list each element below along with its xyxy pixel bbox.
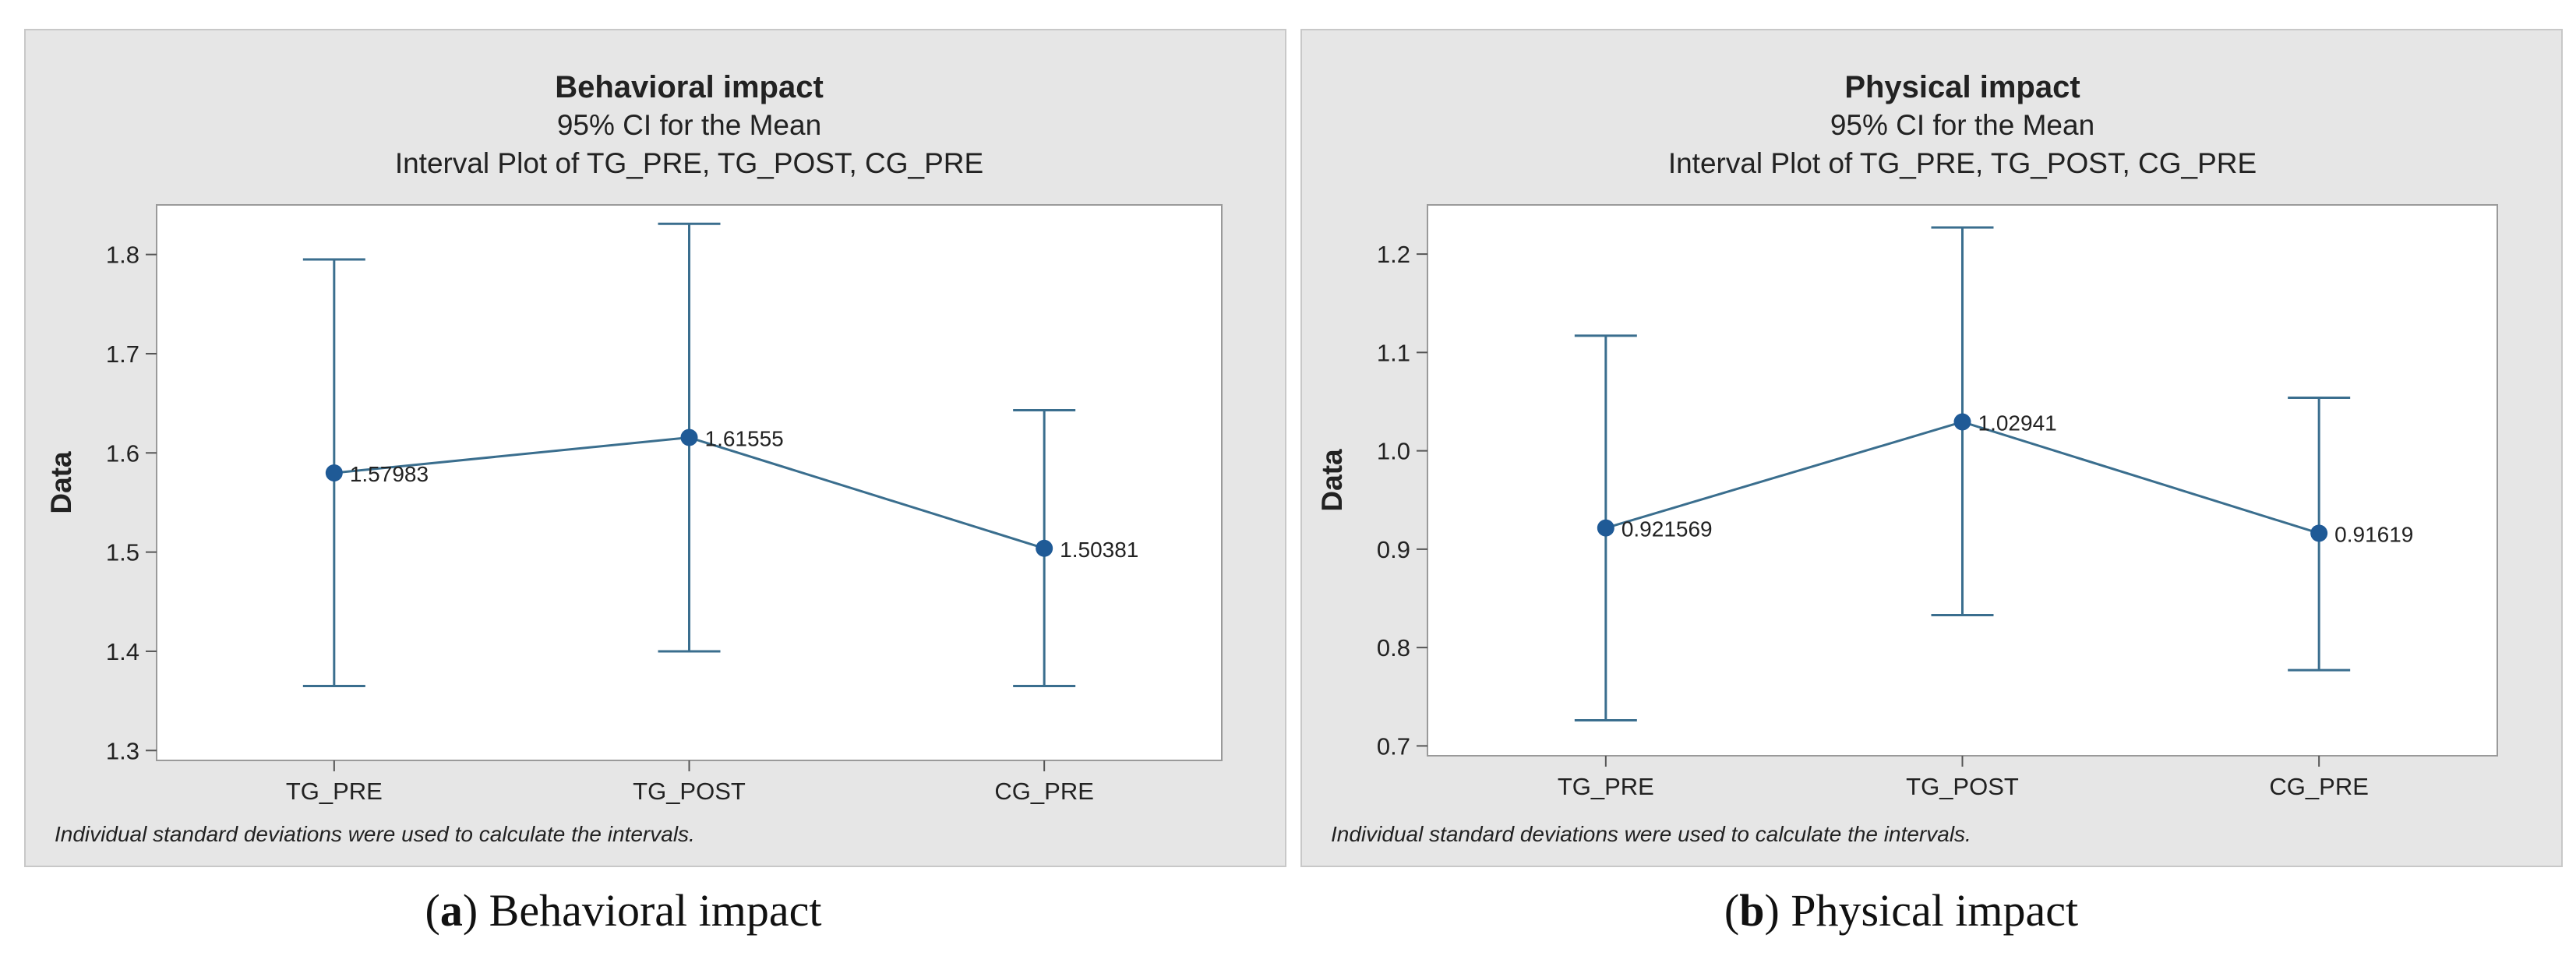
caption-paren-open: (: [425, 885, 440, 936]
caption-paren-open: (: [1724, 885, 1739, 936]
chart-subtitle-plot: Interval Plot of TG_PRE, TG_POST, CG_PRE: [395, 147, 983, 179]
mean-point: [325, 464, 343, 481]
chart-subtitle-ci: 95% CI for the Mean: [557, 109, 821, 141]
footnote: Individual standard deviations were used…: [1331, 822, 1971, 846]
y-tick-label: 1.0: [1377, 438, 1410, 465]
chart-title: Physical impact: [1844, 70, 2080, 104]
y-tick-label: 1.2: [1377, 241, 1410, 268]
x-tick-label: TG_PRE: [1558, 773, 1654, 800]
mean-label: 0.921569: [1621, 517, 1713, 541]
x-tick-label: CG_PRE: [2269, 773, 2368, 800]
mean-point: [2310, 524, 2328, 542]
chart-title: Behavioral impact: [555, 70, 824, 104]
chart-panel-b: Physical impact 95% CI for the Mean Interv…: [1300, 29, 2563, 936]
y-axis-label: Data: [1316, 449, 1348, 512]
footnote: Individual standard deviations were used…: [55, 822, 695, 846]
caption-letter: b: [1739, 885, 1764, 936]
y-tick-label: 1.3: [106, 737, 139, 764]
chart-subtitle-plot: Interval Plot of TG_PRE, TG_POST, CG_PRE: [1668, 147, 2257, 179]
mean-point: [1597, 519, 1614, 537]
x-tick-label: TG_POST: [633, 778, 746, 805]
mean-label: 1.50381: [1060, 538, 1138, 562]
y-tick-label: 0.9: [1377, 536, 1410, 563]
mean-point: [1953, 413, 1971, 431]
y-tick-label: 1.8: [106, 242, 139, 269]
mean-label: 1.02941: [1978, 411, 2057, 435]
y-axis-label: Data: [45, 451, 77, 514]
caption-letter: a: [440, 885, 463, 936]
x-tick-label: TG_PRE: [286, 778, 383, 805]
x-tick-label: TG_POST: [1906, 773, 2019, 800]
panel-caption: (b) Physical impact: [1724, 885, 2078, 936]
y-tick-label: 0.8: [1377, 634, 1410, 661]
y-tick-label: 1.4: [106, 638, 139, 665]
y-tick-label: 1.6: [106, 439, 139, 467]
mean-label: 0.91619: [2334, 522, 2413, 546]
caption-text: ) Behavioral impact: [463, 885, 822, 936]
chart-subtitle-ci: 95% CI for the Mean: [1830, 109, 2094, 141]
y-tick-label: 1.1: [1377, 339, 1410, 366]
y-tick-label: 1.5: [106, 539, 139, 566]
panel-caption: (a) Behavioral impact: [425, 885, 822, 936]
mean-point: [1036, 539, 1053, 557]
x-tick-label: CG_PRE: [994, 778, 1093, 805]
chart-panel-a: Behavioral impact 95% CI for the Mean Inte…: [24, 29, 1286, 936]
y-tick-label: 1.7: [106, 340, 139, 368]
caption-text: ) Physical impact: [1764, 885, 2078, 936]
mean-point: [680, 429, 698, 446]
mean-label: 1.57983: [350, 462, 429, 486]
mean-label: 1.61555: [705, 427, 784, 451]
y-tick-label: 0.7: [1377, 732, 1410, 760]
